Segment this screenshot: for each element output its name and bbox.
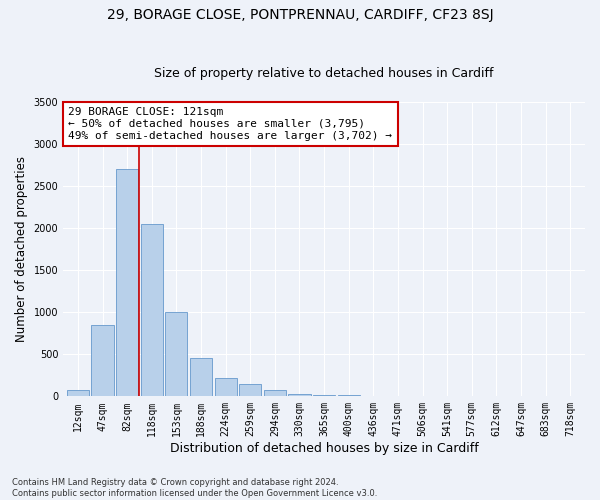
Bar [91,324,113,396]
Bar [239,384,262,396]
Title: Size of property relative to detached houses in Cardiff: Size of property relative to detached ho… [154,66,494,80]
Bar [67,390,89,396]
Text: Contains HM Land Registry data © Crown copyright and database right 2024.
Contai: Contains HM Land Registry data © Crown c… [12,478,377,498]
Y-axis label: Number of detached properties: Number of detached properties [15,156,28,342]
Bar [215,378,237,396]
Bar [190,358,212,397]
X-axis label: Distribution of detached houses by size in Cardiff: Distribution of detached houses by size … [170,442,478,455]
Bar [264,390,286,396]
Bar [313,394,335,396]
Text: 29 BORAGE CLOSE: 121sqm
← 50% of detached houses are smaller (3,795)
49% of semi: 29 BORAGE CLOSE: 121sqm ← 50% of detache… [68,108,392,140]
Bar [289,394,311,396]
Text: 29, BORAGE CLOSE, PONTPRENNAU, CARDIFF, CF23 8SJ: 29, BORAGE CLOSE, PONTPRENNAU, CARDIFF, … [107,8,493,22]
Bar [141,224,163,396]
Bar [166,312,187,396]
Bar [116,169,138,396]
